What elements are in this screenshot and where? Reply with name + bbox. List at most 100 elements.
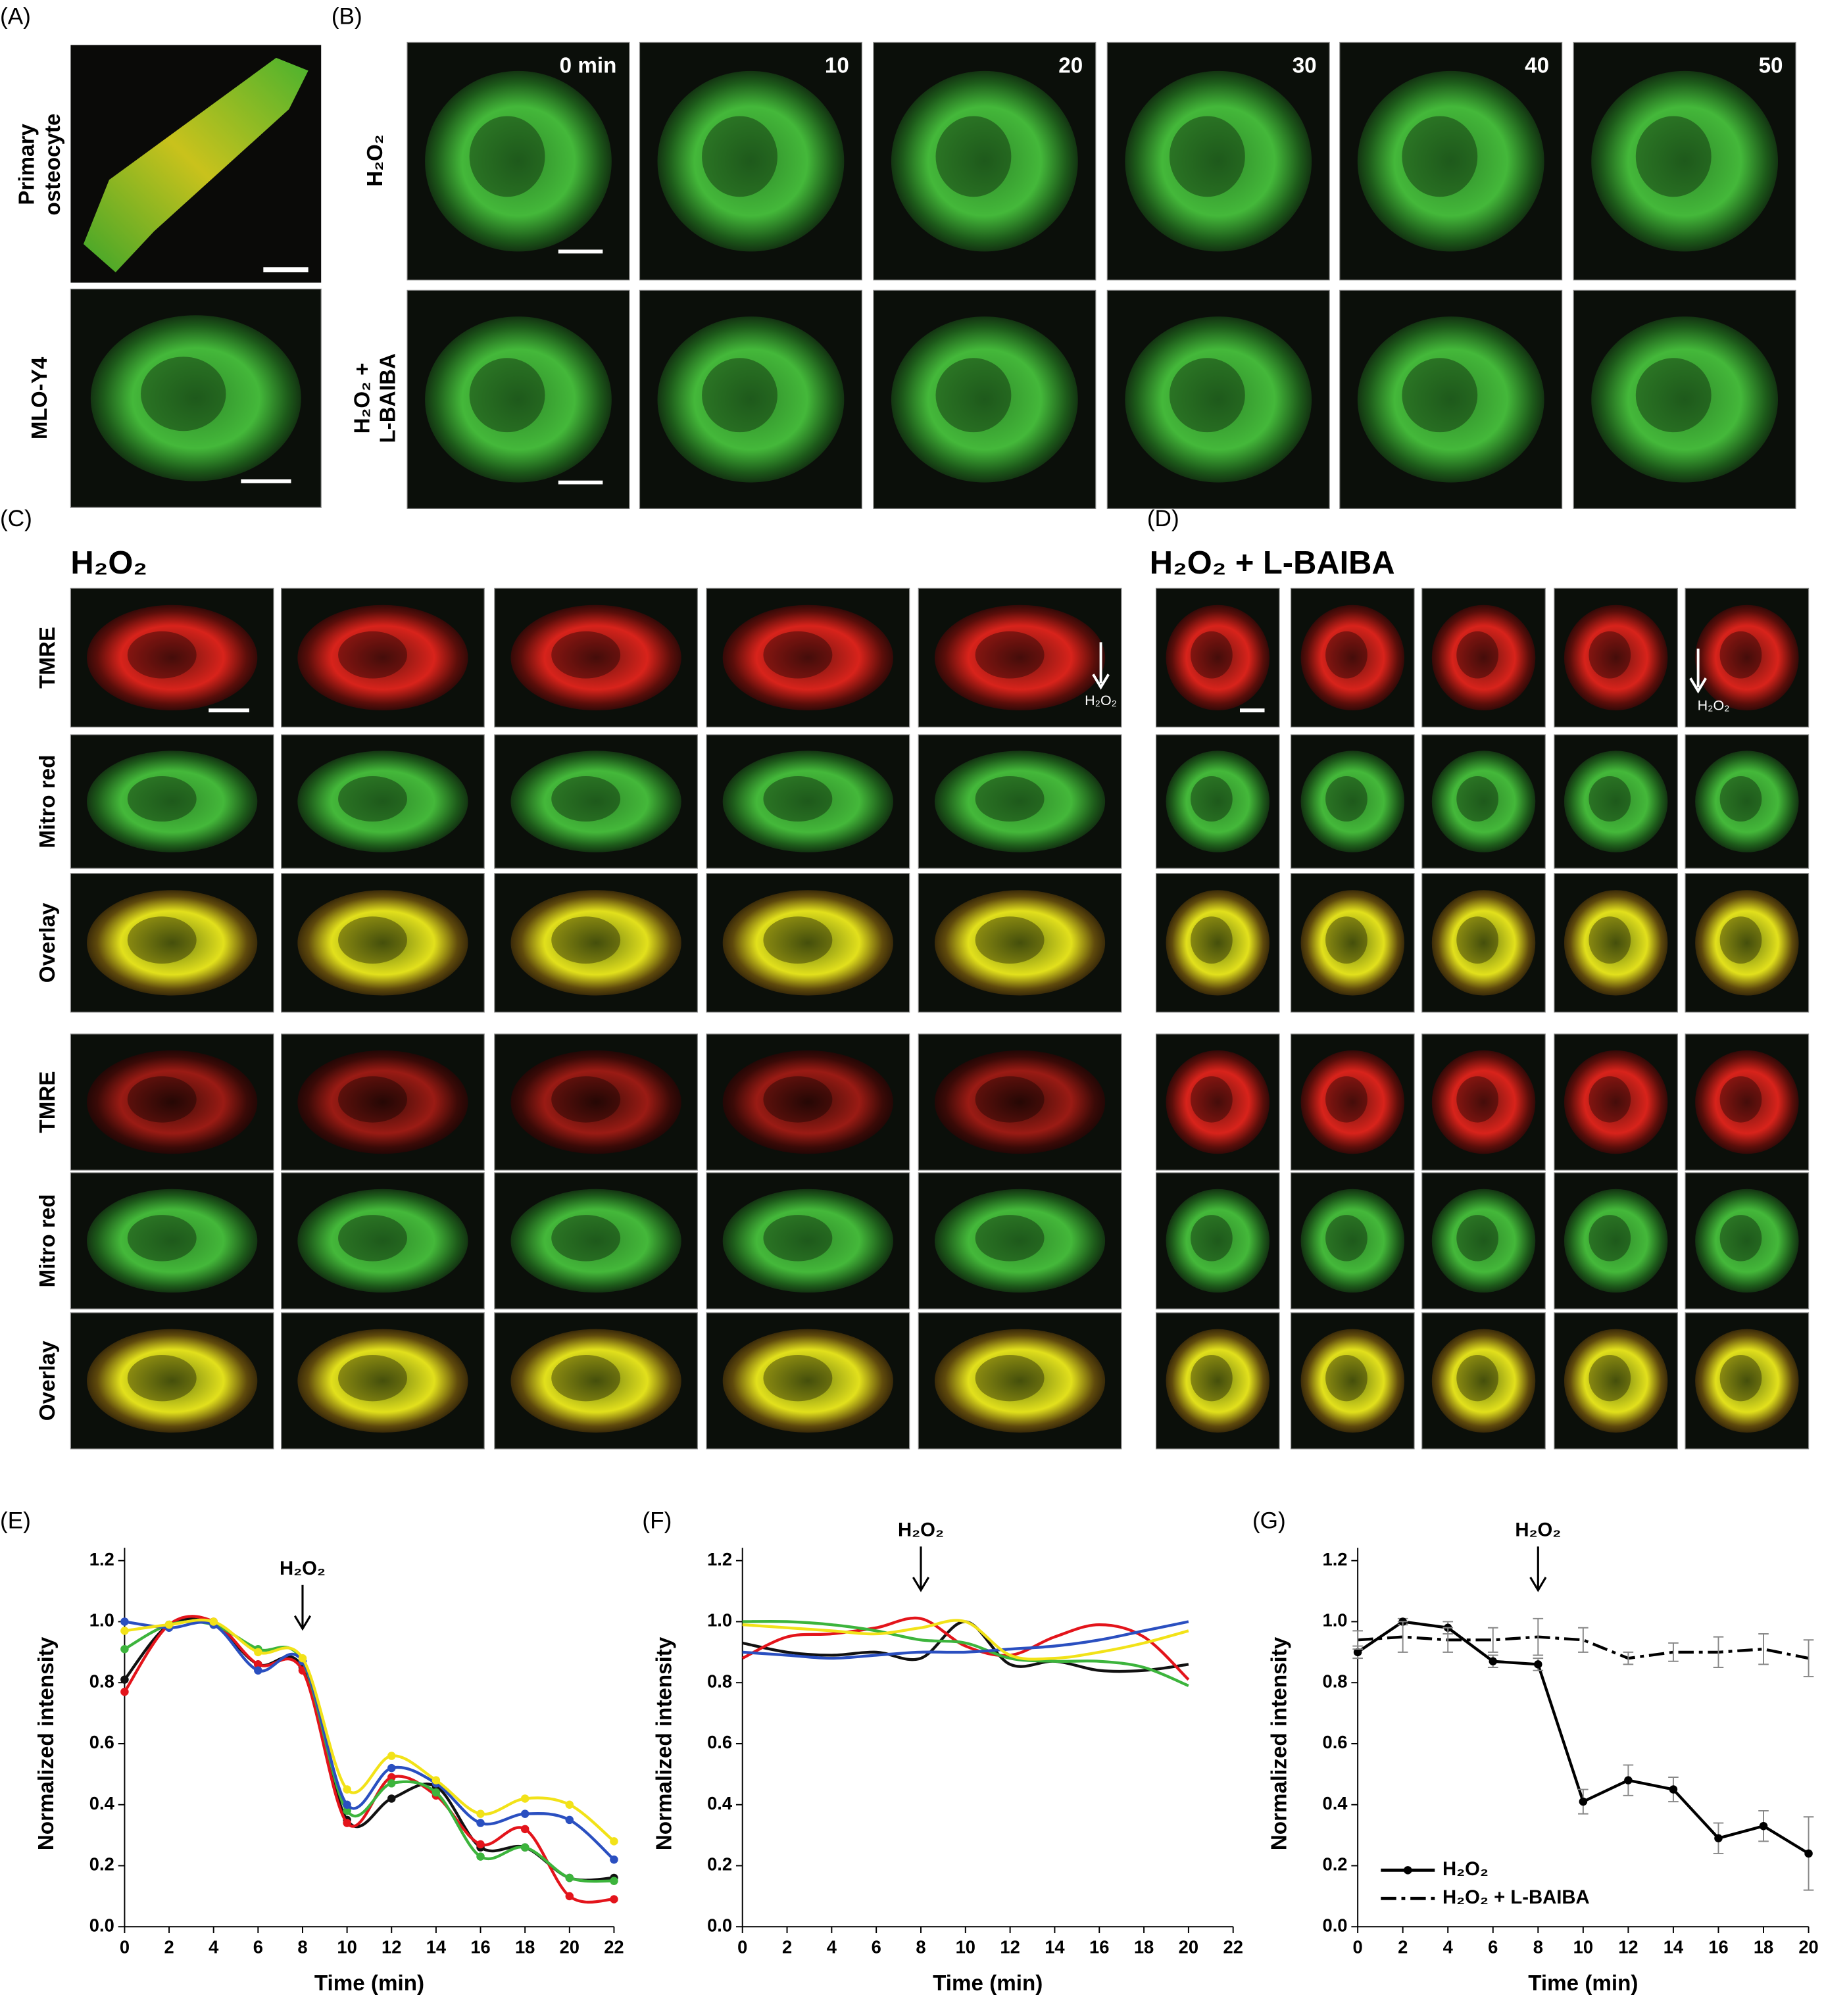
marker bbox=[565, 1815, 574, 1825]
x-tick-label: 0 bbox=[1353, 1937, 1363, 1957]
cell-body bbox=[297, 890, 468, 996]
x-tick-label: 20 bbox=[1798, 1937, 1818, 1957]
marker bbox=[476, 1819, 485, 1827]
marker bbox=[431, 1776, 441, 1784]
cell-body bbox=[1166, 1329, 1270, 1433]
nucleus bbox=[1589, 1076, 1631, 1123]
x-tick-label: 12 bbox=[1618, 1937, 1638, 1957]
x-tick-label: 6 bbox=[1488, 1937, 1498, 1957]
row-label: TMRE bbox=[36, 1071, 60, 1133]
time-label: 20 bbox=[1058, 53, 1083, 78]
time-label: 50 bbox=[1759, 53, 1783, 78]
x-tick-label: 20 bbox=[1179, 1937, 1198, 1957]
error-bar bbox=[1623, 1651, 1634, 1665]
x-tick-label: 10 bbox=[337, 1937, 357, 1957]
cell-body bbox=[1591, 70, 1779, 252]
nucleus bbox=[1325, 1354, 1368, 1402]
cell-body bbox=[1695, 1189, 1799, 1293]
marker bbox=[254, 1666, 262, 1675]
arrow-head bbox=[293, 1615, 312, 1631]
series-line bbox=[742, 1620, 1189, 1660]
nucleus bbox=[975, 916, 1045, 964]
x-tick-label: 6 bbox=[253, 1937, 263, 1957]
cell-body bbox=[87, 604, 258, 711]
arrow-head bbox=[912, 1577, 930, 1592]
x-tick-label: 18 bbox=[515, 1937, 535, 1957]
error-bar bbox=[1668, 1642, 1679, 1662]
nucleus bbox=[1402, 116, 1478, 197]
panel-title: H₂O₂ bbox=[70, 545, 147, 581]
nucleus bbox=[702, 116, 777, 197]
y-tick-label: 1.2 bbox=[1323, 1549, 1348, 1569]
cell-body bbox=[510, 890, 681, 996]
error-bar bbox=[1487, 1627, 1498, 1653]
nucleus bbox=[975, 1076, 1045, 1123]
cell-body bbox=[722, 890, 893, 996]
cell-body bbox=[297, 604, 468, 711]
cell-body bbox=[1695, 750, 1799, 852]
cell-body bbox=[1166, 1189, 1270, 1293]
cell-body bbox=[87, 1329, 258, 1433]
marker bbox=[387, 1763, 396, 1773]
y-tick-label: 0.2 bbox=[707, 1854, 732, 1875]
marker bbox=[343, 1819, 351, 1827]
cell-body bbox=[1431, 1189, 1536, 1293]
y-tick-label: 1.0 bbox=[89, 1610, 114, 1631]
row-label: TMRE bbox=[36, 627, 60, 689]
nucleus bbox=[1325, 775, 1368, 822]
nucleus bbox=[1589, 1354, 1631, 1402]
y-tick-label: 0.8 bbox=[89, 1671, 114, 1691]
legend-label: H₂O₂ bbox=[1442, 1858, 1489, 1880]
nucleus bbox=[1402, 358, 1478, 433]
x-tick-label: 0 bbox=[120, 1937, 130, 1957]
y-tick-label: 0.2 bbox=[1323, 1854, 1348, 1875]
marker bbox=[565, 1800, 574, 1809]
error-bar bbox=[1578, 1627, 1589, 1653]
y-axis-label: Normalized intensity bbox=[1268, 1636, 1292, 1850]
marker bbox=[1534, 1660, 1542, 1669]
marker bbox=[610, 1837, 618, 1846]
row-label: H₂O₂ bbox=[363, 134, 387, 186]
x-axis-label: Time (min) bbox=[933, 1971, 1043, 1996]
y-tick-label: 0.0 bbox=[89, 1915, 114, 1935]
nucleus bbox=[338, 1076, 407, 1123]
time-label: 0 min bbox=[560, 53, 617, 78]
error-bar bbox=[1803, 1639, 1814, 1677]
marker bbox=[565, 1892, 574, 1901]
x-tick-label: 10 bbox=[1573, 1937, 1593, 1957]
annotation: H₂O₂ bbox=[1515, 1519, 1561, 1541]
cell-body bbox=[722, 604, 893, 711]
x-tick-label: 0 bbox=[737, 1937, 747, 1957]
nucleus bbox=[551, 631, 621, 679]
nucleus bbox=[1719, 1076, 1762, 1123]
cell-body bbox=[1300, 1189, 1405, 1293]
x-tick-label: 16 bbox=[1089, 1937, 1109, 1957]
nucleus bbox=[1719, 1354, 1762, 1402]
nucleus bbox=[469, 116, 545, 197]
marker bbox=[565, 1873, 574, 1882]
y-tick-label: 0.6 bbox=[89, 1732, 114, 1752]
cell-body bbox=[1357, 70, 1544, 252]
nucleus bbox=[763, 775, 833, 822]
y-tick-label: 0.6 bbox=[707, 1732, 732, 1752]
x-tick-label: 18 bbox=[1754, 1937, 1773, 1957]
cell-body bbox=[87, 750, 258, 852]
nucleus bbox=[763, 916, 833, 964]
cell-body bbox=[1300, 604, 1405, 711]
x-tick-label: 14 bbox=[1664, 1937, 1684, 1957]
marker bbox=[387, 1779, 396, 1788]
row-label: L-BAIBA bbox=[376, 353, 400, 443]
nucleus bbox=[338, 1354, 407, 1402]
nucleus bbox=[763, 1354, 833, 1402]
nucleus bbox=[338, 916, 407, 964]
x-tick-label: 4 bbox=[1443, 1937, 1454, 1957]
nucleus bbox=[141, 356, 226, 431]
cell-shape bbox=[83, 57, 308, 273]
cell-body bbox=[1591, 316, 1779, 483]
nucleus bbox=[127, 775, 197, 822]
nucleus bbox=[702, 358, 777, 433]
nucleus bbox=[127, 631, 197, 679]
nucleus bbox=[975, 775, 1045, 822]
annotation: H₂O₂ bbox=[1698, 698, 1730, 714]
nucleus bbox=[551, 775, 621, 822]
